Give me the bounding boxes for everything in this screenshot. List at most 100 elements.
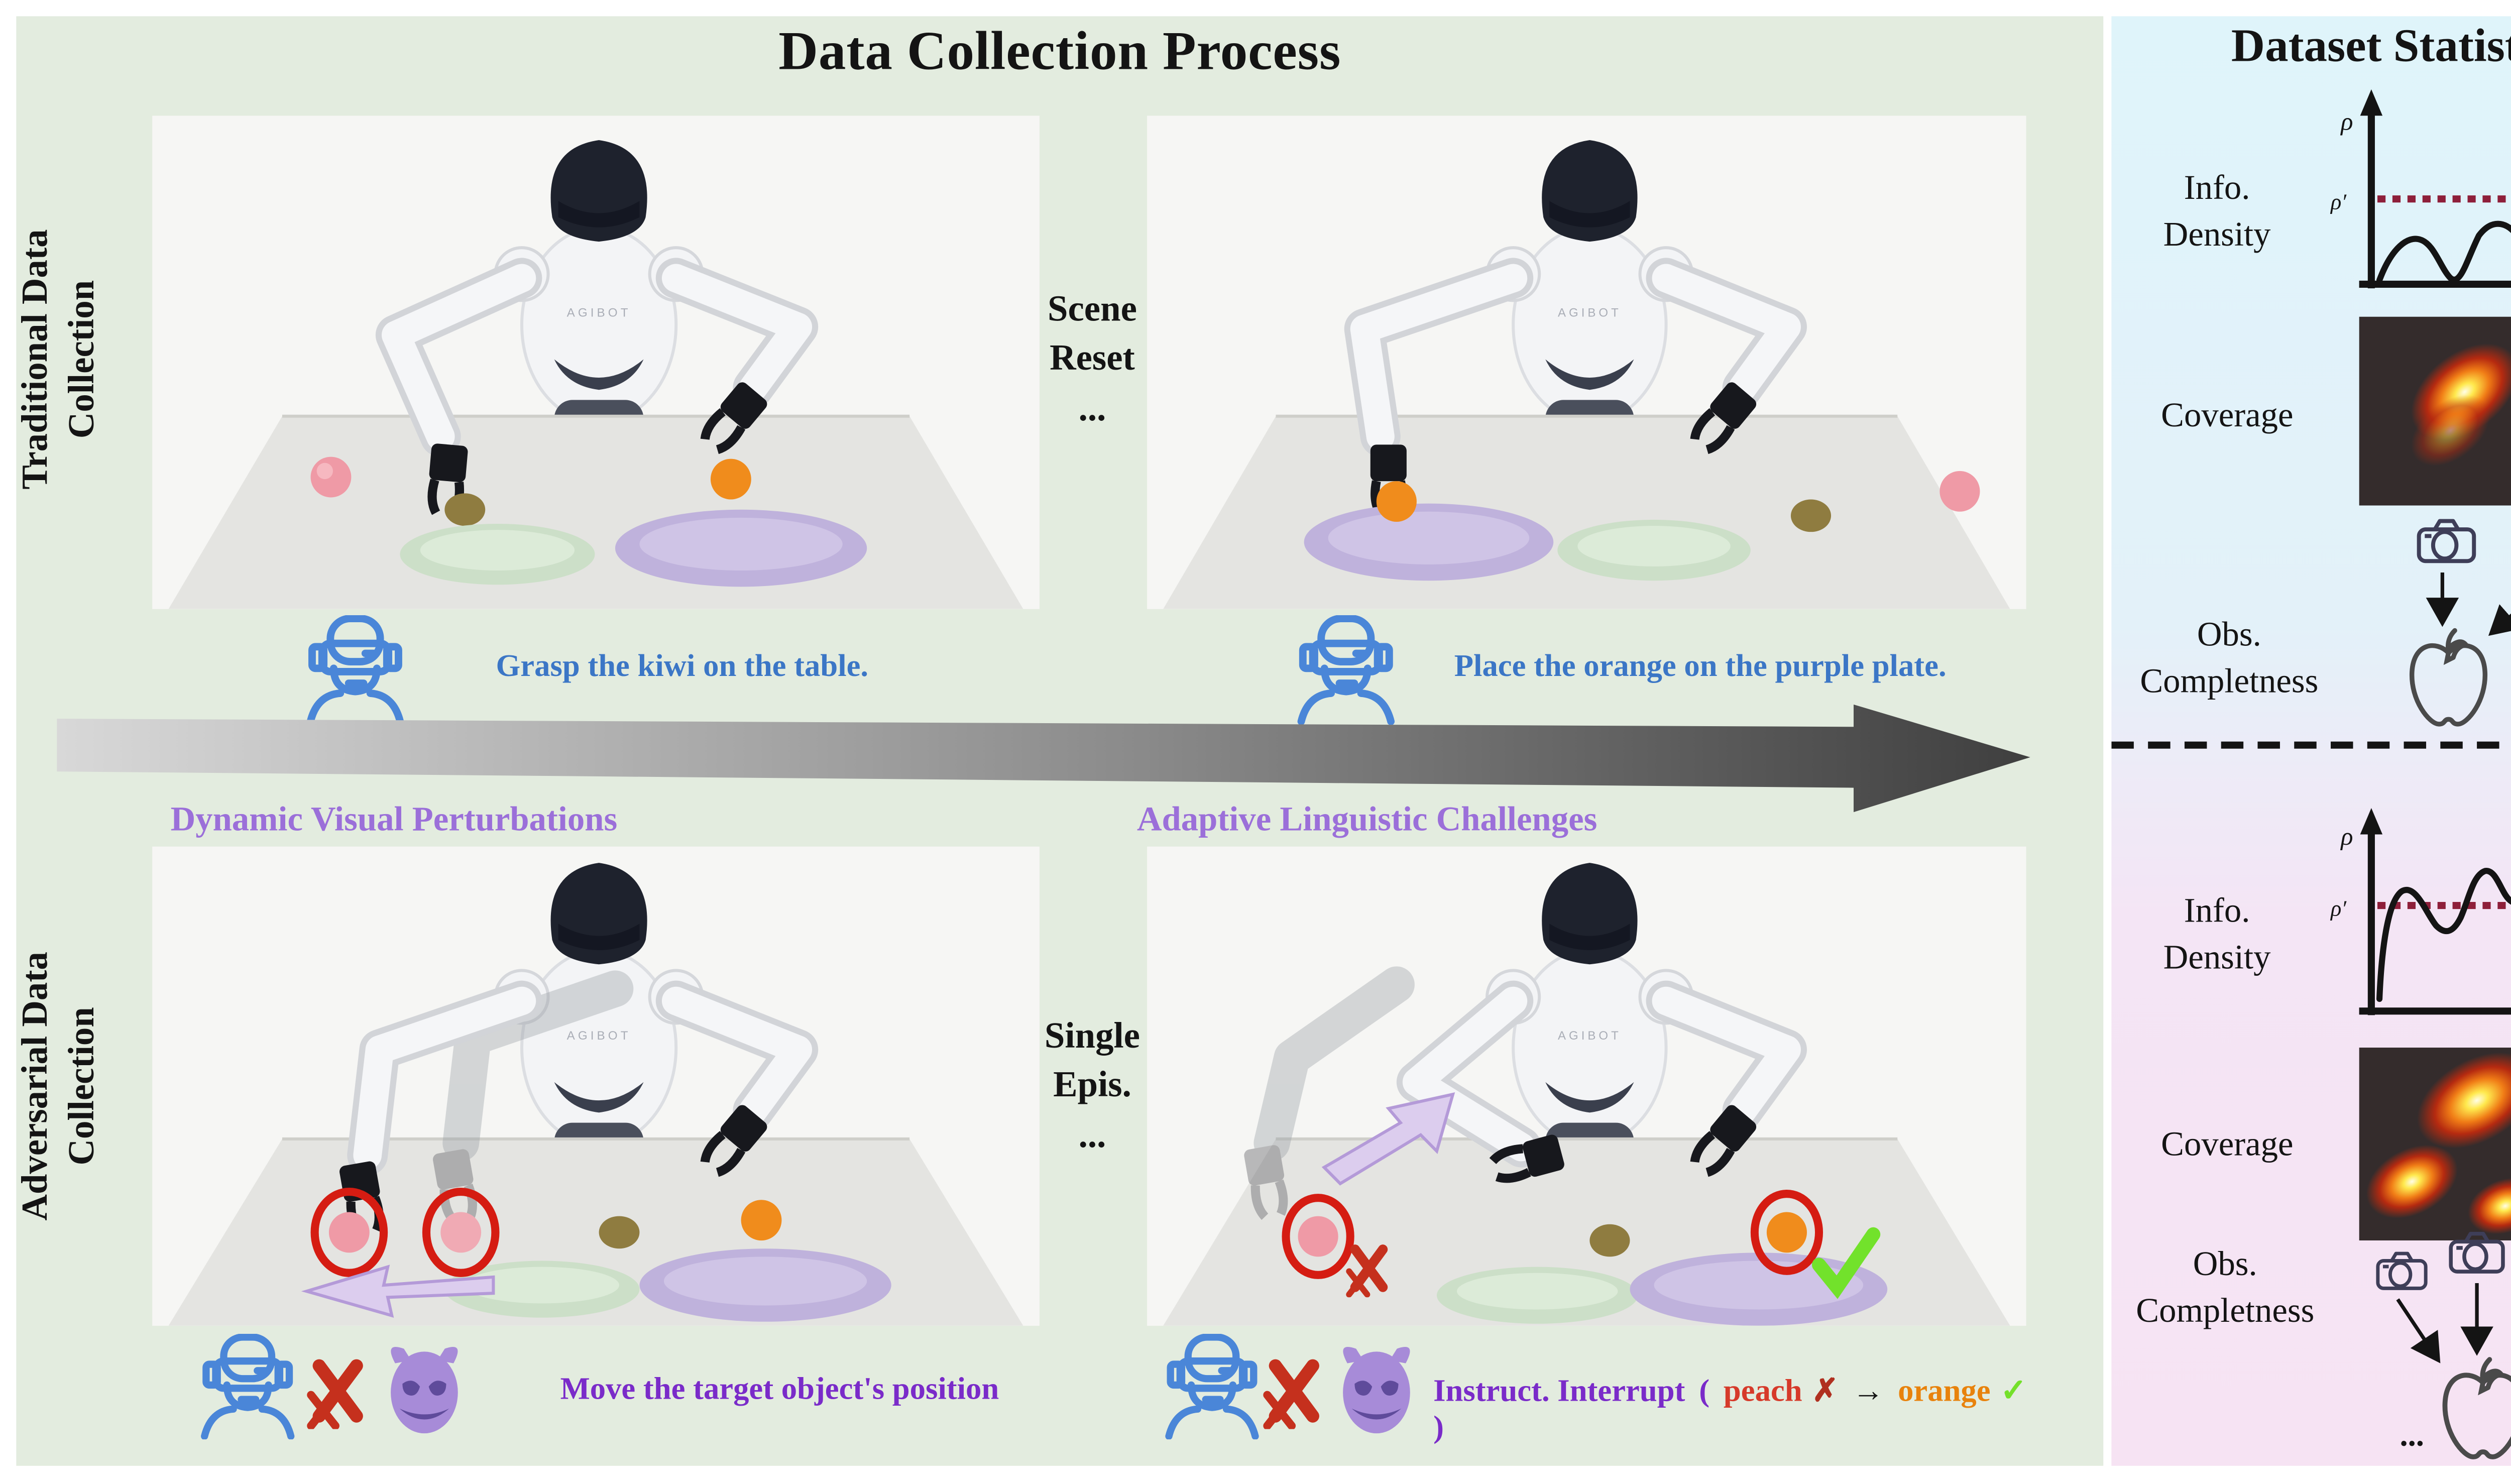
photo-adversarial-visual: AGIBOT bbox=[152, 846, 1040, 1326]
green-plate bbox=[400, 524, 595, 585]
single-epis-line2: Epis. bbox=[1053, 1064, 1131, 1105]
orange-fruit bbox=[741, 1200, 782, 1241]
robot-brand-text: AGIBOT bbox=[567, 306, 631, 320]
purple-plate bbox=[1304, 503, 1554, 581]
middle-title: Dataset Statistics bbox=[2231, 20, 2511, 71]
obs-l2: Completness bbox=[2136, 1291, 2315, 1330]
peach bbox=[310, 456, 352, 498]
single-epis-line1: Single bbox=[1044, 1015, 1140, 1056]
scene-reset-note: Scene Reset ... bbox=[1036, 284, 1149, 432]
caption-move-object: Move the target object's position bbox=[560, 1372, 999, 1407]
camera-icon bbox=[2419, 521, 2474, 561]
right-arm bbox=[655, 980, 819, 1177]
devil-icon bbox=[378, 1338, 471, 1435]
left-arm bbox=[375, 258, 542, 517]
camera-icon bbox=[2378, 1253, 2426, 1288]
row-label-traditional-line1: Traditional Data bbox=[14, 229, 55, 490]
density-curve bbox=[2376, 868, 2511, 1002]
caption-instruct-interrupt: Instruct. Interrupt ( peach ✗ → orange ✓… bbox=[1433, 1373, 2042, 1448]
right-arm bbox=[655, 258, 819, 454]
photo-adversarial-linguistic: AGIBOT bbox=[1147, 846, 2026, 1326]
accept-check-annotation bbox=[1812, 1227, 1881, 1299]
robot-brand-text: AGIBOT bbox=[1558, 1029, 1622, 1043]
scene-reset-line2: Reset bbox=[1050, 337, 1135, 379]
info-density-l2: Density bbox=[2163, 938, 2271, 977]
coverage-label-top: Coverage bbox=[2161, 396, 2294, 435]
vr-operator-icon bbox=[199, 1334, 296, 1439]
info-density-l1: Info. bbox=[2184, 168, 2250, 207]
threshold-label: ρ′ bbox=[2330, 189, 2347, 214]
peach bbox=[328, 1212, 370, 1253]
info-density-chart-bottom: ρ ρ′ t bbox=[2330, 808, 2511, 1015]
right-arm bbox=[1646, 258, 1807, 454]
kiwi bbox=[599, 1216, 640, 1249]
camera-icon bbox=[2451, 1234, 2503, 1272]
new-word-orange: orange bbox=[1898, 1374, 1991, 1409]
apple-icon bbox=[2412, 631, 2485, 724]
red-circle-annotation bbox=[1282, 1194, 1354, 1279]
robot-brand-text: AGIBOT bbox=[1558, 306, 1622, 320]
orange-fruit bbox=[1766, 1212, 1807, 1253]
kiwi bbox=[1790, 499, 1832, 532]
left-title: Data Collection Process bbox=[778, 20, 1341, 81]
process-arrow bbox=[57, 704, 2030, 813]
row-label-traditional-line2: Collection bbox=[61, 280, 102, 439]
caption-grasp-kiwi: Grasp the kiwi on the table. bbox=[496, 649, 869, 684]
no-human-x-icon bbox=[304, 1354, 369, 1429]
red-circle-annotation bbox=[422, 1187, 500, 1277]
single-epis-ellipsis: ... bbox=[1078, 1113, 1106, 1155]
info-density-l2: Density bbox=[2163, 215, 2271, 254]
left-arm bbox=[1396, 980, 1564, 1183]
density-curve bbox=[2376, 220, 2511, 283]
label-dynamic-visual-perturbations: Dynamic Visual Perturbations bbox=[170, 800, 618, 839]
obs-completeness-bottom: ... bbox=[2315, 1226, 2511, 1474]
scene-reset-ellipsis: ... bbox=[1078, 387, 1106, 428]
green-plate bbox=[1436, 1267, 1638, 1324]
obs-label-bottom: Obs. Completness bbox=[2103, 1242, 2347, 1335]
purple-plate bbox=[639, 1248, 891, 1322]
paren-close: ) bbox=[1433, 1411, 1444, 1446]
info-density-chart-top: ρ ρ′ t bbox=[2330, 89, 2511, 289]
apple-icon bbox=[2445, 1359, 2511, 1457]
coverage-heatmap-bottom bbox=[2359, 1048, 2511, 1241]
reject-x-glyph: ✗ bbox=[1812, 1374, 1839, 1409]
coverage-label-bottom: Coverage bbox=[2161, 1124, 2294, 1164]
obs-label-top: Obs. Completness bbox=[2107, 613, 2351, 706]
orange-fruit bbox=[710, 459, 751, 500]
move-left-arrow bbox=[301, 1265, 495, 1318]
arrow-glyph: → bbox=[1852, 1374, 1884, 1409]
label-adaptive-linguistic-challenges: Adaptive Linguistic Challenges bbox=[1136, 800, 1597, 839]
peach bbox=[1298, 1216, 1338, 1257]
robot-scene-instruct-interrupt: AGIBOT bbox=[1147, 846, 2026, 1326]
row-label-adversarial: Adversarial Data Collection bbox=[12, 853, 142, 1320]
orange-fruit-held bbox=[1376, 481, 1417, 522]
row-label-traditional: Traditional Data Collection bbox=[12, 126, 142, 593]
obs-l1: Obs. bbox=[2193, 1244, 2257, 1283]
info-density-l1: Info. bbox=[2184, 891, 2250, 930]
kiwi bbox=[444, 493, 486, 526]
obs-l1: Obs. bbox=[2197, 615, 2261, 654]
y-axis-label: ρ bbox=[2340, 822, 2353, 850]
peach-moved bbox=[440, 1212, 482, 1253]
threshold-label: ρ′ bbox=[2330, 895, 2347, 921]
dashed-divider bbox=[2111, 741, 2511, 749]
row-label-adversarial-line2: Collection bbox=[61, 1007, 102, 1166]
robot-brand-text: AGIBOT bbox=[567, 1029, 631, 1043]
info-density-label-top: Info. Density bbox=[2115, 167, 2318, 260]
robot-scene-move-object: AGIBOT bbox=[152, 846, 1040, 1326]
swap-arrow bbox=[1321, 1092, 1455, 1186]
robot-scene-place-orange: AGIBOT bbox=[1147, 116, 2026, 609]
single-episode-note: Single Epis. ... bbox=[1036, 1011, 1149, 1159]
caption-place-orange: Place the orange on the purple plate. bbox=[1454, 649, 1947, 684]
right-arm bbox=[1646, 980, 1807, 1177]
green-plate bbox=[1557, 519, 1751, 581]
obs-l2: Completness bbox=[2140, 661, 2319, 701]
y-axis-label: ρ bbox=[2340, 107, 2353, 136]
kiwi bbox=[1589, 1224, 1630, 1257]
green-plate bbox=[444, 1261, 640, 1318]
row-label-adversarial-line1: Adversarial Data bbox=[14, 952, 55, 1221]
no-human-x-icon bbox=[1261, 1354, 1326, 1429]
scene-reset-line1: Scene bbox=[1048, 288, 1137, 329]
interrupt-prefix: Instruct. Interrupt bbox=[1433, 1374, 1685, 1409]
